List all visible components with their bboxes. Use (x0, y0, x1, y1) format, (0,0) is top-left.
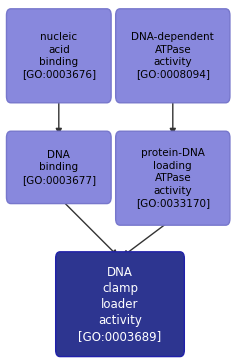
Text: DNA
binding
[GO:0003677]: DNA binding [GO:0003677] (22, 150, 96, 185)
Text: protein-DNA
loading
ATPase
activity
[GO:0033170]: protein-DNA loading ATPase activity [GO:… (136, 148, 210, 208)
FancyBboxPatch shape (116, 9, 230, 103)
Text: nucleic
acid
binding
[GO:0003676]: nucleic acid binding [GO:0003676] (22, 32, 96, 80)
Text: DNA
clamp
loader
activity
[GO:0003689]: DNA clamp loader activity [GO:0003689] (78, 266, 162, 343)
FancyBboxPatch shape (6, 9, 111, 103)
Text: DNA-dependent
ATPase
activity
[GO:0008094]: DNA-dependent ATPase activity [GO:000809… (132, 32, 214, 80)
FancyBboxPatch shape (56, 252, 184, 356)
FancyBboxPatch shape (6, 131, 111, 204)
FancyBboxPatch shape (116, 131, 230, 225)
